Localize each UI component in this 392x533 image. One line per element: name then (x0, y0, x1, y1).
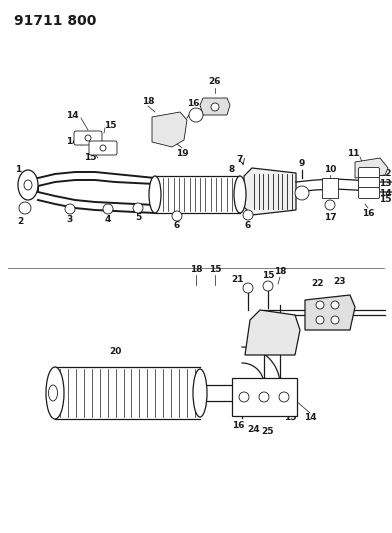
Circle shape (85, 135, 91, 141)
Ellipse shape (149, 176, 161, 213)
Ellipse shape (234, 176, 246, 213)
Polygon shape (305, 295, 355, 330)
Text: 14: 14 (379, 189, 391, 198)
Polygon shape (200, 98, 230, 115)
Circle shape (189, 108, 203, 122)
Circle shape (65, 204, 75, 214)
Text: 11: 11 (347, 149, 359, 157)
Text: 21: 21 (232, 274, 244, 284)
Circle shape (19, 202, 31, 214)
FancyBboxPatch shape (74, 131, 102, 145)
Circle shape (243, 283, 253, 293)
Text: 2: 2 (17, 217, 23, 227)
Text: 12: 12 (379, 168, 391, 177)
Text: 3: 3 (67, 214, 73, 223)
Circle shape (331, 316, 339, 324)
FancyBboxPatch shape (322, 178, 338, 198)
Text: 8: 8 (229, 166, 235, 174)
Circle shape (103, 204, 113, 214)
Text: 26: 26 (209, 77, 221, 86)
Text: 15: 15 (209, 265, 221, 274)
Text: 4: 4 (105, 214, 111, 223)
Circle shape (316, 316, 324, 324)
Circle shape (239, 392, 249, 402)
Text: 5: 5 (135, 214, 141, 222)
Text: 91711 800: 91711 800 (14, 14, 96, 28)
Text: 19: 19 (176, 149, 188, 157)
Ellipse shape (49, 385, 58, 401)
Text: 15: 15 (379, 196, 391, 205)
FancyBboxPatch shape (359, 177, 379, 189)
Text: 18: 18 (274, 268, 286, 277)
Ellipse shape (193, 369, 207, 417)
Text: 9: 9 (299, 158, 305, 167)
Ellipse shape (46, 367, 64, 419)
Text: 14: 14 (66, 138, 78, 147)
Circle shape (133, 203, 143, 213)
Circle shape (295, 186, 309, 200)
Circle shape (100, 145, 106, 151)
Circle shape (211, 103, 219, 111)
Circle shape (243, 210, 253, 220)
Text: 15: 15 (262, 271, 274, 280)
Circle shape (279, 392, 289, 402)
Text: 25: 25 (262, 427, 274, 437)
Text: 1: 1 (15, 166, 21, 174)
Text: 23: 23 (334, 278, 346, 287)
Text: 13: 13 (379, 179, 391, 188)
Text: 10: 10 (324, 166, 336, 174)
Text: 7: 7 (237, 156, 243, 165)
Text: 15: 15 (284, 414, 296, 423)
FancyBboxPatch shape (359, 188, 379, 198)
Polygon shape (152, 112, 187, 147)
Text: 16: 16 (362, 208, 374, 217)
Polygon shape (244, 168, 296, 215)
FancyBboxPatch shape (89, 141, 117, 155)
Circle shape (172, 211, 182, 221)
Polygon shape (245, 310, 300, 355)
Text: 14: 14 (66, 110, 78, 119)
Circle shape (263, 281, 273, 291)
Text: 6: 6 (245, 222, 251, 230)
Circle shape (259, 392, 269, 402)
Text: 20: 20 (109, 348, 121, 357)
Circle shape (331, 301, 339, 309)
Circle shape (325, 200, 335, 210)
Text: 14: 14 (304, 414, 316, 423)
Ellipse shape (18, 170, 38, 200)
Text: 15: 15 (84, 154, 96, 163)
Text: 16: 16 (232, 421, 244, 430)
Text: 22: 22 (312, 279, 324, 288)
FancyBboxPatch shape (232, 378, 297, 416)
Text: 17: 17 (324, 213, 336, 222)
Text: 18: 18 (190, 265, 202, 274)
Circle shape (316, 301, 324, 309)
Text: 15: 15 (104, 120, 116, 130)
Text: 18: 18 (142, 98, 154, 107)
Ellipse shape (24, 180, 32, 190)
Text: 16: 16 (187, 99, 199, 108)
Polygon shape (355, 158, 388, 178)
FancyBboxPatch shape (359, 167, 379, 179)
Text: 24: 24 (248, 425, 260, 434)
Text: 6: 6 (174, 222, 180, 230)
